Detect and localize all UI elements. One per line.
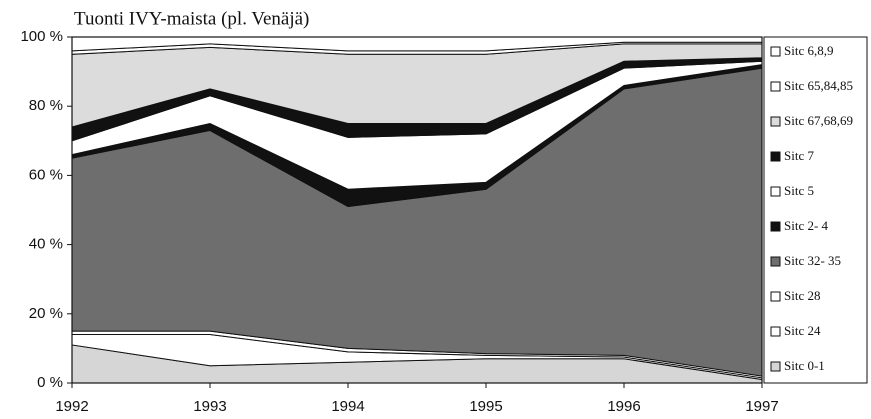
legend-label: Sitc 65,84,85 xyxy=(784,78,853,93)
legend-label: Sitc 0-1 xyxy=(784,358,825,373)
y-tick-label: 80 % xyxy=(29,97,63,114)
legend-label: Sitc 28 xyxy=(784,288,820,303)
legend-swatch xyxy=(770,151,781,162)
legend-label: Sitc 6,8,9 xyxy=(784,43,833,58)
legend-swatch xyxy=(770,186,781,197)
plot-frame xyxy=(71,36,763,384)
legend-swatch xyxy=(770,81,781,92)
legend-swatch xyxy=(770,116,781,127)
x-tick-label: 1997 xyxy=(745,398,778,415)
y-tick-label: 60 % xyxy=(29,166,63,183)
legend-label: Sitc 32- 35 xyxy=(784,253,841,268)
legend-label: Sitc 67,68,69 xyxy=(784,113,853,128)
legend-swatch xyxy=(770,46,781,57)
y-tick-label: 100 % xyxy=(20,28,63,45)
x-tick-label: 1994 xyxy=(331,398,364,415)
legend-frame xyxy=(763,36,868,384)
x-tick-label: 1993 xyxy=(193,398,226,415)
legend-label: Sitc 24 xyxy=(784,323,821,338)
legend-label: Sitc 7 xyxy=(784,148,814,163)
x-tick-label: 1992 xyxy=(55,398,88,415)
y-tick-label: 20 % xyxy=(29,305,63,322)
legend-swatch xyxy=(770,291,781,302)
legend-swatch xyxy=(770,256,781,267)
y-tick-label: 0 % xyxy=(37,374,63,391)
legend-swatch xyxy=(770,221,781,232)
chart-title: Tuonti IVY-maista (pl. Venäjä) xyxy=(74,8,309,29)
legend-swatch xyxy=(770,326,781,337)
x-tick-label: 1996 xyxy=(607,398,640,415)
x-tick-label: 1995 xyxy=(469,398,502,415)
legend-label: Sitc 5 xyxy=(784,183,814,198)
legend-label: Sitc 2- 4 xyxy=(784,218,829,233)
legend-swatch xyxy=(770,361,781,372)
y-tick-label: 40 % xyxy=(29,236,63,253)
